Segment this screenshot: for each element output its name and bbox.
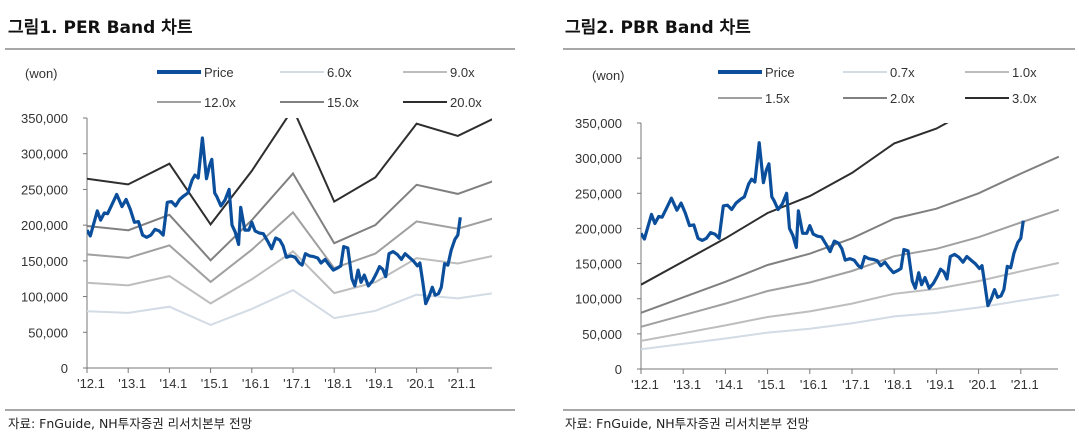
- price-line: [87, 136, 462, 306]
- y-tick-label: 100,000: [21, 290, 68, 305]
- y-tick-label: 50,000: [28, 325, 68, 340]
- legend-label: 0.7x: [890, 65, 915, 80]
- per-band-chart: 0 50,000 100,000 150,000 200,000 250,000 300,0…: [21, 65, 492, 391]
- x-tick-label: '12.1: [77, 376, 105, 391]
- pbr-band-chart: 0 50,000 100,000 150,000 200,000 250,000 300,0…: [575, 65, 1060, 392]
- y-tick-label: 250,000: [575, 186, 622, 201]
- x-tick-label: '15.1: [758, 377, 786, 392]
- x-tick-label: '17.1: [283, 376, 311, 391]
- y-tick-label: 300,000: [575, 151, 622, 166]
- legend-label: Price: [204, 65, 234, 80]
- y-tick-label: 0: [61, 361, 68, 376]
- price-line: [641, 141, 1025, 308]
- plot-area: [641, 123, 1060, 351]
- plot-area: [87, 118, 492, 326]
- y-tick-label: 100,000: [575, 292, 622, 307]
- y-unit-label: (won): [592, 68, 625, 83]
- x-tick-label: '14.1: [716, 377, 744, 392]
- y-tick-label: 150,000: [21, 254, 68, 269]
- x-tick-label: '16.1: [242, 376, 270, 391]
- legend-label: Price: [765, 65, 795, 80]
- x-tick-label: '13.1: [673, 377, 701, 392]
- band-line-12.0x: [87, 210, 492, 284]
- x-tick-label: '12.1: [631, 377, 659, 392]
- x-tick-label: '21.1: [1011, 377, 1039, 392]
- y-tick-label: 250,000: [21, 182, 68, 197]
- source-note: 자료: FnGuide, NH투자증권 리서치본부 전망: [8, 416, 253, 431]
- x-tick-label: '18.1: [324, 376, 352, 391]
- source-note: 자료: FnGuide, NH투자증권 리서치본부 전망: [565, 416, 810, 431]
- x-tick-label: '14.1: [160, 376, 188, 391]
- legend-label: 1.0x: [1012, 65, 1037, 80]
- legend-label: 6.0x: [327, 65, 352, 80]
- y-tick-label: 200,000: [575, 221, 622, 236]
- legend-label: 3.0x: [1012, 91, 1037, 106]
- x-tick-label: '19.1: [366, 376, 394, 391]
- chart-title-per: 그림1. PER Band 차트: [8, 18, 193, 38]
- band-line-0.7x: [641, 293, 1059, 351]
- x-tick-label: '18.1: [884, 377, 912, 392]
- x-tick-label: '17.1: [842, 377, 870, 392]
- y-tick-label: 0: [615, 362, 622, 377]
- x-tick-label: '15.1: [201, 376, 229, 391]
- legend-label: 12.0x: [204, 95, 236, 110]
- band-line-20.0x: [87, 118, 492, 227]
- y-tick-label: 350,000: [575, 116, 622, 131]
- band-line-9.0x: [87, 250, 492, 305]
- x-tick-label: '16.1: [800, 377, 828, 392]
- y-tick-label: 300,000: [21, 147, 68, 162]
- x-tick-label: '19.1: [927, 377, 955, 392]
- legend-label: 20.0x: [450, 95, 482, 110]
- band-line-2.0x: [641, 155, 1060, 314]
- y-tick-label: 350,000: [21, 111, 68, 126]
- band-line-3.0x: [641, 123, 949, 286]
- x-tick-label: '20.1: [969, 377, 997, 392]
- legend-label: 15.0x: [327, 95, 359, 110]
- band-line-1.5x: [641, 208, 1060, 328]
- band-line-15.0x: [87, 171, 492, 262]
- x-tick-label: '13.1: [118, 376, 146, 391]
- y-unit-label: (won): [25, 66, 58, 81]
- chart-title-pbr: 그림2. PBR Band 차트: [565, 18, 751, 38]
- y-tick-label: 200,000: [21, 218, 68, 233]
- band-line-1.0x: [641, 261, 1060, 342]
- y-tick-label: 150,000: [575, 257, 622, 272]
- x-tick-label: '21.1: [448, 376, 476, 391]
- legend-label: 1.5x: [765, 91, 790, 106]
- legend-label: 9.0x: [450, 65, 475, 80]
- x-tick-label: '20.1: [407, 376, 435, 391]
- legend-label: 2.0x: [890, 91, 915, 106]
- y-tick-label: 50,000: [582, 327, 622, 342]
